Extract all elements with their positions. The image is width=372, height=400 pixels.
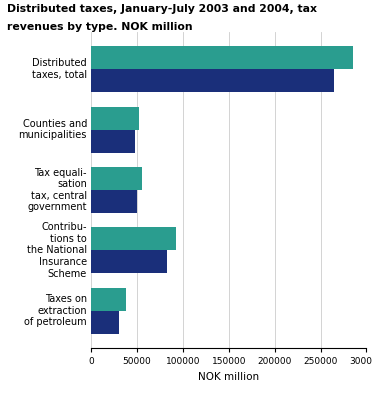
Bar (91, 107, 139, 130)
Bar (91, 167, 142, 190)
Text: Distributed taxes, January-July 2003 and 2004, tax: Distributed taxes, January-July 2003 and… (7, 4, 317, 14)
Bar (91, 46, 353, 69)
Bar (91, 228, 176, 250)
Text: revenues by type. NOK million: revenues by type. NOK million (7, 22, 193, 32)
Bar (91, 288, 126, 311)
X-axis label: NOK million: NOK million (198, 372, 259, 382)
Bar (91, 311, 119, 334)
Bar (91, 130, 135, 152)
Bar (91, 250, 167, 273)
Bar (91, 190, 137, 213)
Bar (91, 69, 334, 92)
